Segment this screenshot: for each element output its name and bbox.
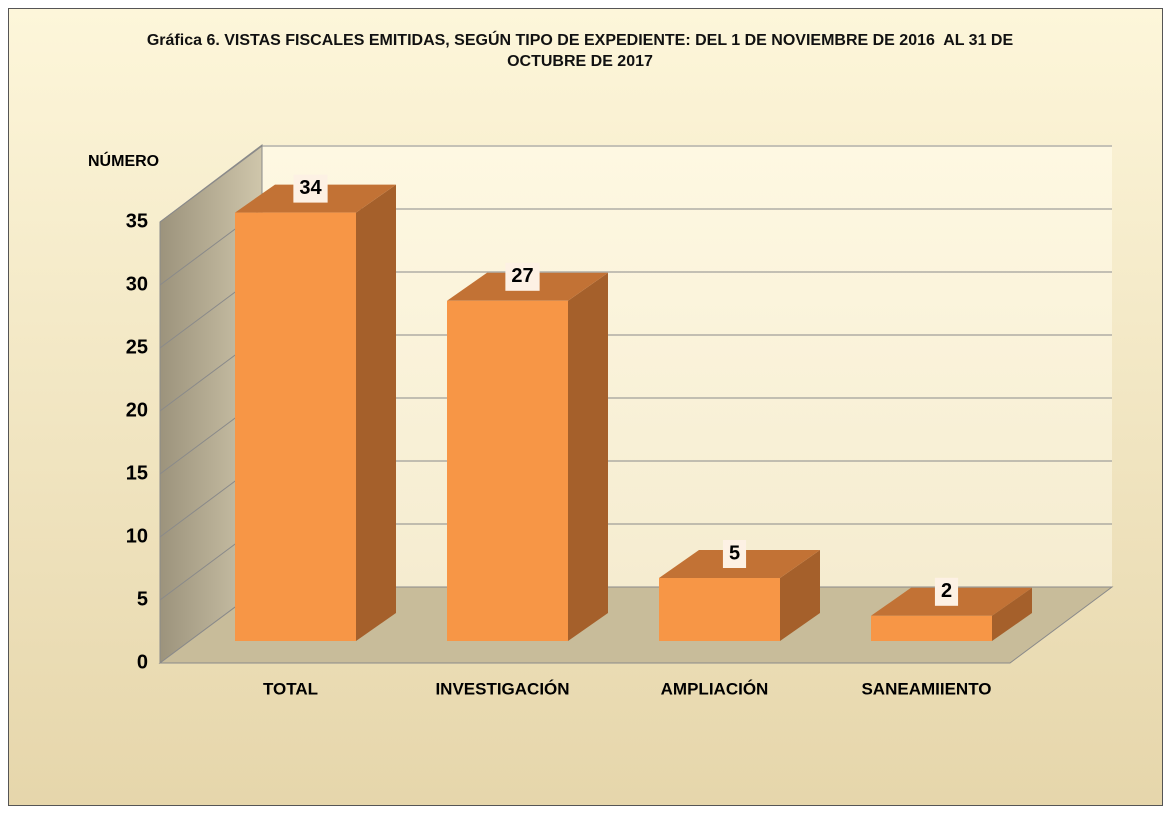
- bar: [659, 578, 780, 641]
- data-label: 5: [729, 542, 740, 564]
- bar-side: [356, 184, 396, 641]
- grid-line: [159, 145, 263, 223]
- y-tick-label: 25: [126, 336, 148, 358]
- data-label-box: [505, 262, 540, 291]
- y-tick-label: 0: [137, 651, 148, 673]
- floor: [158, 586, 1114, 664]
- bar-side: [568, 272, 608, 641]
- x-tick-label: TOTAL: [263, 679, 318, 698]
- bar: [235, 212, 356, 641]
- data-label-box: [293, 174, 328, 203]
- y-tick-label: 35: [126, 210, 148, 232]
- y-tick-label: 30: [126, 273, 148, 295]
- bar-side: [780, 550, 820, 641]
- x-tick-label: INVESTIGACIÓN: [435, 679, 569, 698]
- data-label-box: [934, 577, 959, 606]
- y-tick-label: 20: [126, 399, 148, 421]
- bar: [447, 300, 568, 641]
- chart-title: Gráfica 6. VISTAS FISCALES EMITIDAS, SEG…: [146, 32, 1018, 70]
- y-tick-label: 10: [126, 525, 148, 547]
- bar: [871, 615, 992, 641]
- y-tick-label: 5: [137, 588, 148, 610]
- bar-side: [992, 587, 1032, 641]
- y-axis-label: NÚMERO: [88, 151, 159, 170]
- data-label: 2: [941, 580, 952, 602]
- x-tick-label: AMPLIACIÓN: [661, 679, 769, 698]
- data-label: 34: [299, 177, 322, 199]
- y-tick-label: 15: [126, 462, 148, 484]
- x-tick-label: SANEAMIIENTO: [861, 679, 991, 698]
- data-label-box: [722, 540, 747, 568]
- data-label: 27: [511, 265, 533, 287]
